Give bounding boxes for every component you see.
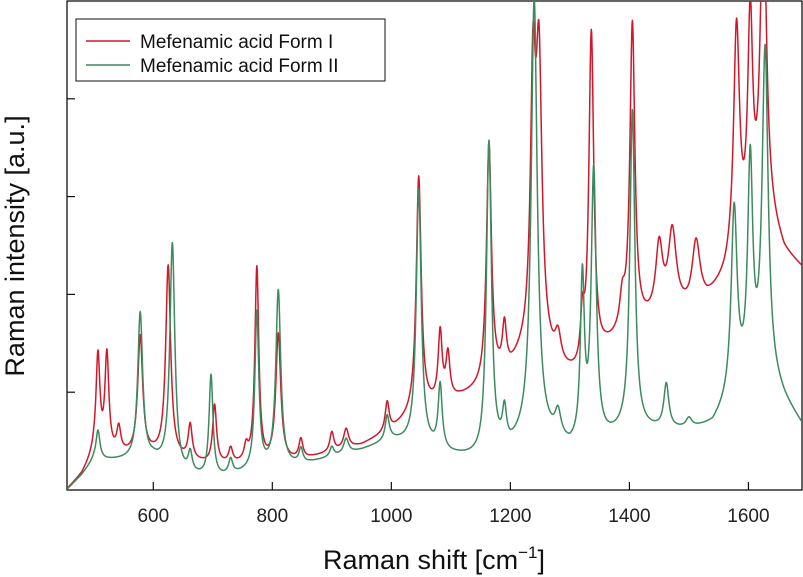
series-form-ii-line (67, 1, 802, 490)
x-axis-title-superscript: −1 (518, 543, 537, 562)
x-tick-label-800: 800 (256, 506, 288, 527)
series-form-i-line (67, 1, 802, 489)
x-axis-title-close: ] (537, 545, 545, 575)
legend: Mefenamic acid Form I Mefenamic acid For… (75, 18, 386, 82)
x-tick-label-1200: 1200 (489, 506, 531, 527)
series-layer (67, 1, 802, 490)
y-axis-title: Raman intensity [a.u.] (0, 115, 30, 376)
x-axis-title: Raman shift [cm−1] (323, 543, 545, 575)
plot-area: 600 800 1000 1200 1400 1600 (66, 0, 803, 527)
x-axis-title-main: Raman shift [cm (323, 545, 518, 575)
x-tick-label-1000: 1000 (370, 506, 412, 527)
tick-layer: 600 800 1000 1200 1400 1600 (67, 98, 770, 527)
legend-label-form-i: Mefenamic acid Form I (140, 32, 333, 53)
legend-label-form-ii: Mefenamic acid Form II (140, 56, 339, 77)
x-tick-label-1400: 1400 (608, 506, 650, 527)
x-tick-label-1600: 1600 (727, 506, 769, 527)
x-tick-label-600: 600 (137, 506, 169, 527)
legend-box (75, 18, 386, 82)
plot-frame (66, 0, 803, 491)
